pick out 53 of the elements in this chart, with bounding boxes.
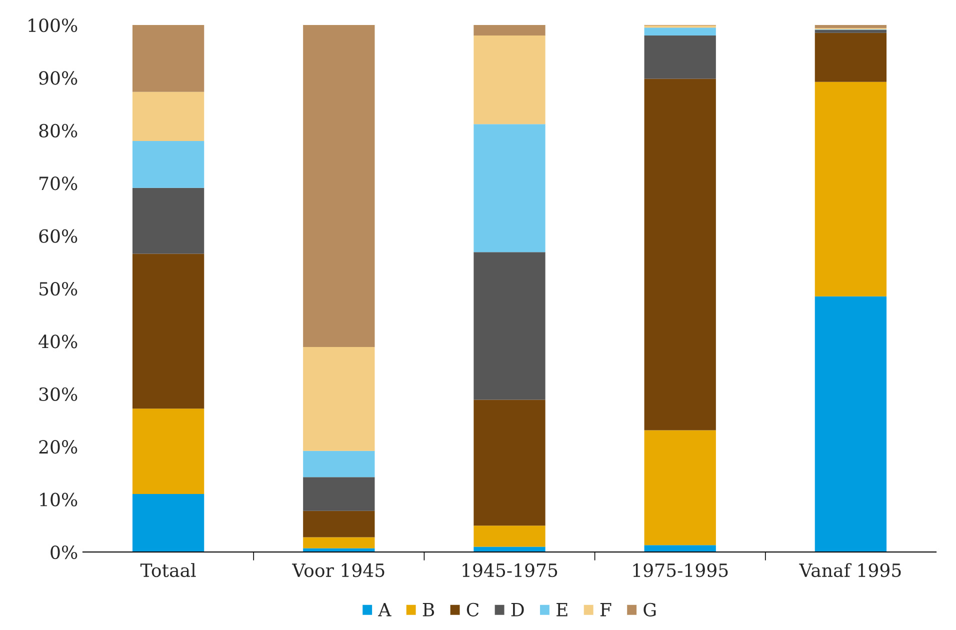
bar xyxy=(132,25,204,92)
bar xyxy=(474,546,546,552)
x-tick-label: 1945-1975 xyxy=(462,563,558,578)
bar xyxy=(644,78,716,430)
legend-label: A xyxy=(378,603,392,616)
bar xyxy=(303,450,375,478)
bar xyxy=(303,25,375,347)
x-tick-label: Vanaf 1995 xyxy=(799,563,901,578)
legend-label: G xyxy=(644,602,656,616)
legend-label: B xyxy=(422,603,434,616)
y-tick-label: 90% xyxy=(39,71,78,85)
x-tick-label: Totaal xyxy=(140,563,196,578)
y-tick-label: 0% xyxy=(50,545,78,560)
legend-label: E xyxy=(556,603,568,616)
y-tick-label: 80% xyxy=(39,124,78,138)
bar xyxy=(644,545,716,552)
y-tick-label: 100% xyxy=(28,18,78,32)
bar xyxy=(303,346,375,451)
bar xyxy=(132,188,204,254)
bar xyxy=(814,25,887,28)
bar xyxy=(474,400,546,526)
bar xyxy=(303,510,375,538)
bar xyxy=(644,36,716,79)
y-tick-label: 10% xyxy=(40,492,78,506)
y-tick-label: 40% xyxy=(38,334,78,348)
bar xyxy=(814,32,887,82)
bar xyxy=(814,30,887,33)
y-tick-label: 60% xyxy=(39,229,78,243)
bar xyxy=(132,254,204,409)
y-tick-label: 50% xyxy=(40,282,78,296)
bar xyxy=(303,537,375,548)
bar xyxy=(644,430,716,546)
bar xyxy=(644,28,716,36)
bar xyxy=(474,252,546,400)
bar xyxy=(474,25,546,36)
bar xyxy=(814,82,887,296)
y-tick-label: 70% xyxy=(40,176,78,190)
legend-label: C xyxy=(466,602,479,616)
y-tick-label: 20% xyxy=(39,440,78,454)
bar xyxy=(814,296,887,552)
bar xyxy=(474,526,546,547)
x-tick-label: Voor 1945 xyxy=(292,563,384,578)
bar xyxy=(474,124,546,252)
bar xyxy=(303,477,375,511)
bar xyxy=(132,408,204,494)
bar xyxy=(132,140,204,188)
bar xyxy=(474,36,546,124)
y-tick-label: 30% xyxy=(39,387,78,402)
legend-label: D xyxy=(511,603,524,616)
bar xyxy=(132,92,204,141)
legend-label: F xyxy=(600,603,612,616)
x-tick-label: 1975-1995 xyxy=(633,563,728,578)
bar xyxy=(132,494,204,552)
